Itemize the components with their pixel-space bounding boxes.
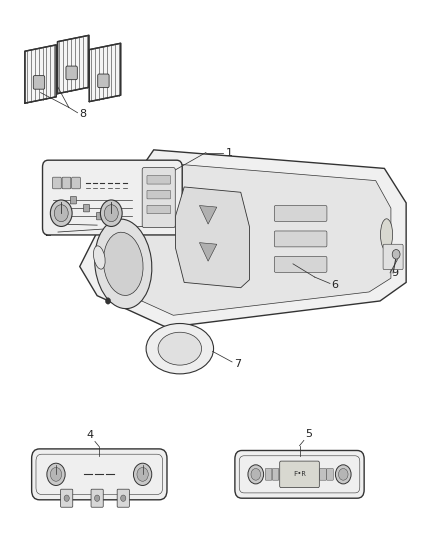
FancyBboxPatch shape bbox=[280, 461, 319, 488]
FancyBboxPatch shape bbox=[32, 449, 167, 500]
Ellipse shape bbox=[95, 219, 152, 309]
FancyBboxPatch shape bbox=[272, 469, 279, 480]
FancyBboxPatch shape bbox=[33, 76, 45, 89]
FancyBboxPatch shape bbox=[320, 469, 326, 480]
Circle shape bbox=[251, 469, 261, 480]
FancyBboxPatch shape bbox=[147, 205, 170, 214]
Circle shape bbox=[104, 205, 118, 222]
FancyBboxPatch shape bbox=[98, 74, 109, 87]
Polygon shape bbox=[99, 163, 391, 316]
Circle shape bbox=[339, 469, 348, 480]
FancyBboxPatch shape bbox=[274, 231, 327, 247]
Circle shape bbox=[137, 467, 148, 481]
Circle shape bbox=[120, 495, 126, 502]
Text: 7: 7 bbox=[234, 359, 241, 368]
Polygon shape bbox=[199, 243, 217, 261]
Circle shape bbox=[47, 463, 65, 486]
Polygon shape bbox=[176, 187, 250, 288]
FancyBboxPatch shape bbox=[274, 256, 327, 272]
FancyBboxPatch shape bbox=[62, 177, 71, 189]
Ellipse shape bbox=[381, 219, 392, 251]
FancyBboxPatch shape bbox=[96, 213, 102, 220]
FancyBboxPatch shape bbox=[147, 190, 170, 199]
FancyBboxPatch shape bbox=[53, 177, 61, 189]
Circle shape bbox=[54, 205, 68, 222]
FancyBboxPatch shape bbox=[91, 489, 103, 507]
Circle shape bbox=[100, 200, 122, 227]
Polygon shape bbox=[89, 43, 120, 102]
Ellipse shape bbox=[93, 246, 105, 269]
Ellipse shape bbox=[146, 324, 214, 374]
Circle shape bbox=[248, 465, 264, 484]
FancyBboxPatch shape bbox=[147, 175, 170, 184]
Polygon shape bbox=[199, 206, 217, 224]
Circle shape bbox=[134, 463, 152, 486]
FancyBboxPatch shape bbox=[235, 450, 364, 498]
FancyBboxPatch shape bbox=[117, 489, 129, 507]
Text: 6: 6 bbox=[331, 279, 338, 289]
Text: 2: 2 bbox=[44, 228, 51, 238]
Circle shape bbox=[50, 200, 72, 227]
Text: 5: 5 bbox=[305, 429, 312, 439]
Polygon shape bbox=[80, 150, 406, 327]
Text: 8: 8 bbox=[79, 109, 86, 119]
FancyBboxPatch shape bbox=[83, 205, 89, 212]
Ellipse shape bbox=[158, 332, 201, 365]
Circle shape bbox=[392, 249, 400, 259]
Circle shape bbox=[64, 495, 69, 502]
FancyBboxPatch shape bbox=[383, 244, 403, 270]
FancyBboxPatch shape bbox=[72, 177, 81, 189]
Circle shape bbox=[336, 465, 351, 484]
FancyBboxPatch shape bbox=[42, 160, 182, 235]
FancyBboxPatch shape bbox=[71, 197, 77, 204]
Text: 9: 9 bbox=[391, 268, 398, 278]
Circle shape bbox=[106, 298, 111, 304]
Ellipse shape bbox=[103, 232, 143, 295]
Polygon shape bbox=[57, 35, 89, 94]
Text: 1: 1 bbox=[226, 148, 233, 158]
Circle shape bbox=[50, 467, 62, 481]
FancyBboxPatch shape bbox=[66, 66, 78, 79]
FancyBboxPatch shape bbox=[142, 167, 175, 228]
Text: 4: 4 bbox=[87, 430, 94, 440]
Circle shape bbox=[95, 495, 100, 502]
FancyBboxPatch shape bbox=[60, 489, 73, 507]
Polygon shape bbox=[25, 45, 56, 103]
FancyBboxPatch shape bbox=[274, 206, 327, 221]
FancyBboxPatch shape bbox=[265, 469, 272, 480]
FancyBboxPatch shape bbox=[327, 469, 333, 480]
Text: F•R: F•R bbox=[293, 471, 306, 478]
